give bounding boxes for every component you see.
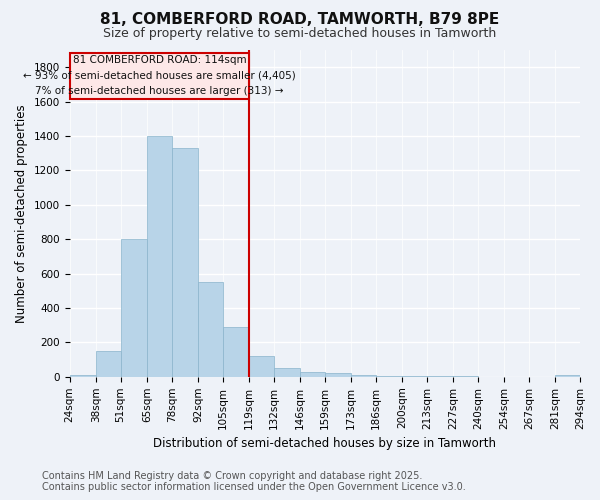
Text: 81 COMBERFORD ROAD: 114sqm
← 93% of semi-detached houses are smaller (4,405)
7% : 81 COMBERFORD ROAD: 114sqm ← 93% of semi… <box>23 55 296 96</box>
Bar <box>70 52 249 99</box>
Bar <box>198 282 223 377</box>
Bar <box>70 375 96 377</box>
Y-axis label: Number of semi-detached properties: Number of semi-detached properties <box>15 104 28 322</box>
Text: 81, COMBERFORD ROAD, TAMWORTH, B79 8PE: 81, COMBERFORD ROAD, TAMWORTH, B79 8PE <box>100 12 500 28</box>
Bar <box>172 148 198 377</box>
Bar <box>556 375 580 377</box>
Bar <box>223 327 249 377</box>
Bar <box>376 376 402 377</box>
Bar <box>300 372 325 377</box>
Bar <box>427 376 454 377</box>
Bar <box>96 351 121 377</box>
Bar <box>274 368 300 377</box>
X-axis label: Distribution of semi-detached houses by size in Tamworth: Distribution of semi-detached houses by … <box>153 437 496 450</box>
Text: Contains HM Land Registry data © Crown copyright and database right 2025.
Contai: Contains HM Land Registry data © Crown c… <box>42 471 466 492</box>
Bar <box>325 374 351 377</box>
Bar <box>249 356 274 377</box>
Bar <box>147 136 172 377</box>
Text: Size of property relative to semi-detached houses in Tamworth: Size of property relative to semi-detach… <box>103 28 497 40</box>
Bar <box>351 375 376 377</box>
Bar <box>121 239 147 377</box>
Bar <box>402 376 427 377</box>
